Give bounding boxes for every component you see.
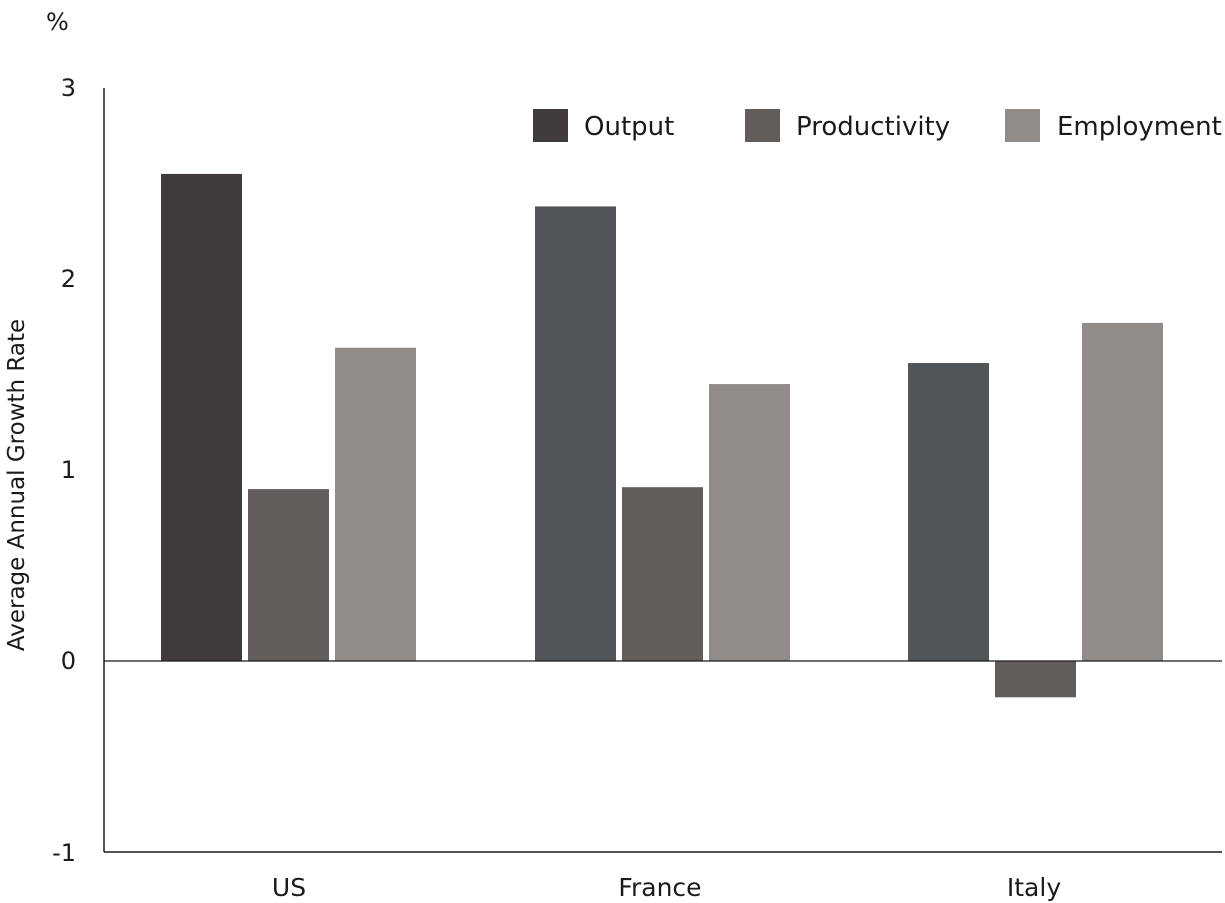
- y-tick-label: 1: [61, 456, 76, 484]
- bar-productivity-us: [248, 489, 329, 661]
- legend-swatch-productivity: [745, 109, 780, 142]
- y-unit-label: %: [46, 8, 69, 36]
- x-category-labels: US France Italy: [272, 873, 1061, 902]
- x-category-label: France: [618, 873, 701, 902]
- bar-employment-france: [709, 384, 790, 661]
- bar-productivity-france: [622, 487, 703, 661]
- legend-label-productivity: Productivity: [796, 112, 950, 142]
- legend-swatch-employment: [1005, 109, 1040, 142]
- bar-output-france: [535, 206, 616, 662]
- legend-label-employment: Employment: [1057, 112, 1222, 142]
- y-tick-label: 3: [61, 74, 76, 102]
- y-tick-label: -1: [52, 839, 76, 867]
- bar-output-italy: [908, 363, 989, 661]
- x-category-label: Italy: [1007, 873, 1061, 902]
- y-tick-label: 2: [61, 265, 76, 293]
- bar-employment-italy: [1082, 322, 1163, 661]
- legend-swatch-output: [533, 109, 568, 142]
- legend: Output Productivity Employment: [533, 109, 1222, 142]
- bars: [161, 173, 1163, 698]
- x-category-label: US: [272, 873, 306, 902]
- y-axis-title: Average Annual Growth Rate: [4, 319, 30, 651]
- bar-output-us: [161, 173, 242, 661]
- y-tick-labels: 3 2 1 0 -1: [52, 74, 76, 867]
- bar-employment-us: [335, 347, 416, 661]
- legend-label-output: Output: [584, 112, 674, 142]
- y-tick-label: 0: [61, 647, 76, 675]
- bar-productivity-italy: [995, 661, 1076, 698]
